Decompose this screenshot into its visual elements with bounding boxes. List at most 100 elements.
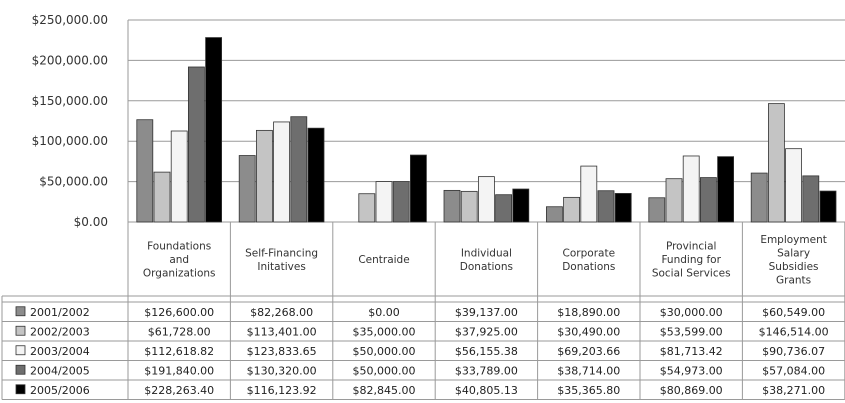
bar (768, 103, 785, 223)
category-label: Salary (777, 247, 810, 259)
data-label: $33,789.00 (455, 364, 518, 377)
data-label: $35,000.00 (353, 325, 416, 338)
bar (273, 121, 291, 223)
bar (682, 155, 700, 223)
bar (477, 176, 495, 223)
data-label: $112,618.82 (144, 345, 214, 358)
bar (648, 197, 666, 223)
legend-swatch (15, 345, 26, 356)
category-label: Employment (760, 234, 827, 246)
y-tick-label: $150,000.00 (32, 94, 108, 108)
data-label: $56,155.38 (455, 345, 518, 358)
category-label: Provincial (666, 241, 717, 253)
category-label: and (169, 254, 189, 266)
data-label: $57,084.00 (762, 364, 825, 377)
bar (495, 194, 513, 223)
data-label: $82,845.00 (353, 384, 416, 397)
data-label: $39,137.00 (455, 306, 518, 319)
bar (290, 116, 308, 223)
bar (238, 155, 256, 223)
bar (136, 119, 154, 223)
bar (802, 175, 820, 223)
category-label: Foundations (147, 241, 211, 253)
bar (750, 172, 768, 223)
data-label: $35,365.80 (557, 384, 620, 397)
bar (665, 178, 683, 223)
bar (358, 193, 376, 223)
bar (717, 156, 734, 223)
data-label: $69,203.66 (557, 345, 620, 358)
category-label: Donations (562, 261, 615, 273)
legend-label: 2005/2006 (30, 384, 90, 397)
bar (409, 154, 427, 223)
y-tick-label: $0.00 (74, 215, 108, 229)
data-label: $82,268.00 (250, 306, 313, 319)
data-label: $18,890.00 (557, 306, 620, 319)
y-tick-label: $50,000.00 (39, 175, 108, 189)
y-tick-label: $100,000.00 (32, 134, 108, 148)
data-label: $126,600.00 (144, 306, 214, 319)
data-label: $80,869.00 (660, 384, 723, 397)
bar (580, 165, 598, 223)
data-label: $54,973.00 (660, 364, 723, 377)
bar (819, 190, 837, 223)
category-label: Subsidies (769, 261, 819, 273)
data-label: $50,000.00 (353, 345, 416, 358)
category-label: Social Services (652, 268, 731, 280)
category-label: Donations (460, 261, 513, 273)
legend-label: 2003/2004 (30, 345, 90, 358)
category-label: Corporate (563, 247, 616, 259)
legend-label: 2004/2005 (30, 364, 90, 377)
data-label: $191,840.00 (144, 364, 214, 377)
bar (255, 129, 273, 223)
data-label: $123,833.65 (247, 345, 317, 358)
data-label: $30,490.00 (557, 325, 620, 338)
y-tick-label: $200,000.00 (32, 53, 108, 67)
data-label: $37,925.00 (455, 325, 518, 338)
bar (307, 127, 325, 223)
bar (153, 171, 171, 223)
legend-swatch (15, 384, 26, 395)
data-label: $53,599.00 (660, 325, 723, 338)
legend-label: 2001/2002 (30, 306, 90, 319)
data-label: $90,736.07 (762, 345, 825, 358)
bar (785, 148, 802, 223)
category-label: Self-Financing (245, 247, 318, 259)
bar (700, 177, 717, 223)
data-label: $146,514.00 (759, 325, 829, 338)
data-label: $61,728.00 (148, 325, 211, 338)
data-label: $38,271.00 (762, 384, 825, 397)
legend-swatch (15, 325, 26, 336)
data-label: $50,000.00 (353, 364, 416, 377)
bar (563, 196, 580, 223)
bar (205, 37, 223, 223)
category-label: Initatives (257, 261, 305, 273)
bar (546, 206, 563, 223)
bar (187, 66, 205, 223)
bar (614, 193, 632, 223)
bar (170, 130, 188, 223)
category-label: Organizations (143, 268, 216, 280)
data-label: $30,000.00 (660, 306, 723, 319)
bar (597, 190, 615, 223)
y-tick-label: $250,000.00 (32, 13, 108, 27)
data-label: $116,123.92 (247, 384, 317, 397)
category-label: Funding for (661, 254, 721, 266)
data-label: $60,549.00 (762, 306, 825, 319)
bar (460, 190, 478, 223)
bar (392, 181, 410, 223)
data-label: $228,263.40 (144, 384, 214, 397)
category-label: Individual (461, 247, 512, 259)
data-label: $0.00 (368, 306, 400, 319)
data-label: $130,320.00 (247, 364, 317, 377)
data-label: $38,714.00 (557, 364, 620, 377)
bar (375, 181, 393, 223)
data-label: $113,401.00 (247, 325, 317, 338)
data-label: $40,805.13 (455, 384, 518, 397)
legend-swatch (15, 306, 26, 317)
category-label: Grants (776, 274, 811, 286)
category-label: Centraide (358, 254, 409, 266)
data-label: $81,713.42 (660, 345, 723, 358)
legend-swatch (15, 364, 26, 375)
